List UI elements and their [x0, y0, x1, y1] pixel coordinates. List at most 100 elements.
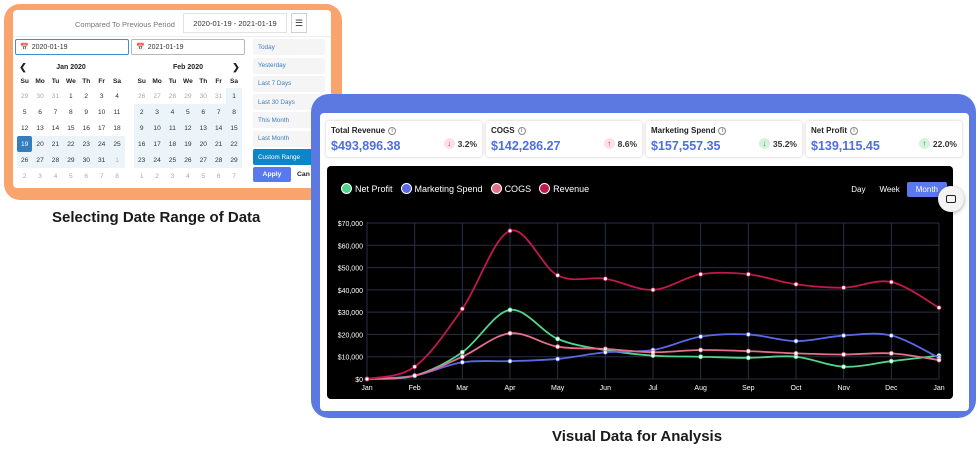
- calendar-day[interactable]: 31: [51, 92, 60, 100]
- calendar-day[interactable]: 2: [155, 172, 159, 180]
- prev-month-button[interactable]: ❮: [19, 61, 27, 72]
- range-option[interactable]: Last Month: [253, 130, 325, 147]
- calendar-day[interactable]: 23: [134, 152, 150, 168]
- calendar-day[interactable]: 24: [93, 136, 110, 152]
- calendar-day[interactable]: 2: [84, 92, 89, 100]
- calendar-day[interactable]: 5: [201, 172, 206, 180]
- calendar-day[interactable]: 18: [113, 124, 121, 132]
- calendar-day[interactable]: 1: [139, 172, 144, 180]
- calendar-day[interactable]: 3: [170, 172, 175, 180]
- calendar-day[interactable]: 27: [195, 152, 211, 168]
- data-point[interactable]: [412, 364, 418, 370]
- hamburger-icon[interactable]: ☰: [291, 13, 307, 33]
- date-range-button[interactable]: 2020-01-19 - 2021-01-19: [183, 13, 287, 33]
- data-point[interactable]: [888, 358, 894, 364]
- calendar-day[interactable]: 27: [153, 92, 161, 100]
- calendar-day[interactable]: 11: [113, 108, 121, 116]
- data-point[interactable]: [412, 373, 418, 379]
- data-point[interactable]: [650, 349, 656, 355]
- calendar-day[interactable]: 12: [21, 124, 29, 132]
- legend-item[interactable]: Revenue: [539, 183, 589, 194]
- calendar-day[interactable]: 30: [199, 92, 207, 100]
- data-point[interactable]: [602, 276, 608, 282]
- calendar-day[interactable]: 17: [149, 136, 165, 152]
- calendar-day[interactable]: 31: [93, 152, 110, 168]
- calendar-day[interactable]: 4: [186, 172, 190, 180]
- calendar-day[interactable]: 26: [180, 152, 196, 168]
- calendar-day[interactable]: 7: [232, 172, 236, 180]
- calendar-day[interactable]: 10: [97, 108, 106, 116]
- data-point[interactable]: [888, 333, 894, 338]
- calendar-day[interactable]: 22: [63, 136, 79, 152]
- calendar-day[interactable]: 5: [180, 104, 196, 120]
- data-point[interactable]: [745, 332, 751, 337]
- calendar-day[interactable]: 8: [226, 104, 242, 120]
- calendar-day[interactable]: 1: [109, 152, 125, 168]
- data-point[interactable]: [555, 356, 561, 362]
- calendar-day[interactable]: 29: [63, 152, 79, 168]
- data-point[interactable]: [459, 354, 465, 360]
- calendar-day[interactable]: 25: [164, 152, 181, 168]
- calendar-day[interactable]: 30: [36, 92, 44, 100]
- calendar-day[interactable]: 9: [134, 120, 150, 136]
- calendar-day[interactable]: 28: [47, 152, 64, 168]
- data-point[interactable]: [888, 350, 894, 356]
- calendar-day[interactable]: 6: [216, 172, 221, 180]
- legend-item[interactable]: COGS: [490, 183, 531, 194]
- data-point[interactable]: [459, 359, 465, 365]
- data-point[interactable]: [841, 333, 847, 338]
- calendar-day[interactable]: 3: [149, 104, 165, 120]
- calendar-day[interactable]: 11: [164, 120, 181, 136]
- calendar-day[interactable]: 28: [210, 152, 227, 168]
- range-option[interactable]: Today: [253, 39, 325, 56]
- data-point[interactable]: [841, 352, 847, 357]
- calendar-day[interactable]: 2: [22, 172, 27, 180]
- calendar-day[interactable]: 26: [138, 92, 146, 100]
- data-point[interactable]: [459, 349, 465, 355]
- data-point[interactable]: [698, 354, 704, 360]
- calendar-day[interactable]: 26: [17, 152, 33, 168]
- calendar-day[interactable]: 16: [82, 124, 90, 132]
- calendar-day[interactable]: 9: [84, 108, 89, 116]
- calendar-day[interactable]: 23: [78, 136, 94, 152]
- data-point[interactable]: [507, 307, 513, 313]
- calendar-day[interactable]: 2: [134, 104, 150, 120]
- calendar-day[interactable]: 1: [69, 92, 73, 100]
- calendar-day[interactable]: 3: [99, 92, 104, 100]
- calendar-day[interactable]: 6: [84, 172, 89, 180]
- calendar-day[interactable]: 5: [69, 172, 73, 180]
- start-date-input[interactable]: 📅 2020-01-19: [15, 39, 129, 55]
- info-icon[interactable]: i: [517, 126, 526, 135]
- calendar-day[interactable]: 7: [210, 104, 227, 120]
- data-point[interactable]: [745, 271, 751, 277]
- info-icon[interactable]: i: [718, 126, 727, 135]
- calendar-day[interactable]: 18: [164, 136, 181, 152]
- calendar-day[interactable]: 1: [226, 88, 242, 104]
- calendar-day[interactable]: 4: [53, 172, 58, 180]
- end-date-input[interactable]: 📅 2021-01-19: [131, 39, 245, 55]
- data-point[interactable]: [745, 348, 751, 354]
- tab-week[interactable]: Week: [879, 185, 900, 194]
- data-point[interactable]: [936, 305, 942, 311]
- apply-button[interactable]: Apply: [253, 167, 291, 182]
- calendar-day[interactable]: 12: [180, 120, 196, 136]
- calendar-day[interactable]: 5: [22, 108, 27, 116]
- data-point[interactable]: [507, 330, 513, 336]
- data-point[interactable]: [507, 358, 513, 364]
- next-month-button[interactable]: ❯: [232, 61, 240, 72]
- info-icon[interactable]: i: [388, 126, 397, 135]
- calendar-day[interactable]: 13: [36, 124, 44, 132]
- calendar-day[interactable]: 16: [134, 136, 150, 152]
- calendar-day[interactable]: 21: [210, 136, 227, 152]
- calendar-day[interactable]: 10: [149, 120, 165, 136]
- data-point[interactable]: [555, 272, 561, 278]
- data-point[interactable]: [650, 287, 656, 293]
- calendar-day[interactable]: 3: [38, 172, 42, 180]
- calendar-day[interactable]: 19: [180, 136, 196, 152]
- calendar-day[interactable]: 29: [184, 92, 192, 100]
- data-point[interactable]: [936, 357, 942, 363]
- chat-button[interactable]: [938, 186, 964, 212]
- data-point[interactable]: [793, 281, 799, 287]
- calendar-day[interactable]: 6: [195, 104, 211, 120]
- data-point[interactable]: [555, 344, 561, 350]
